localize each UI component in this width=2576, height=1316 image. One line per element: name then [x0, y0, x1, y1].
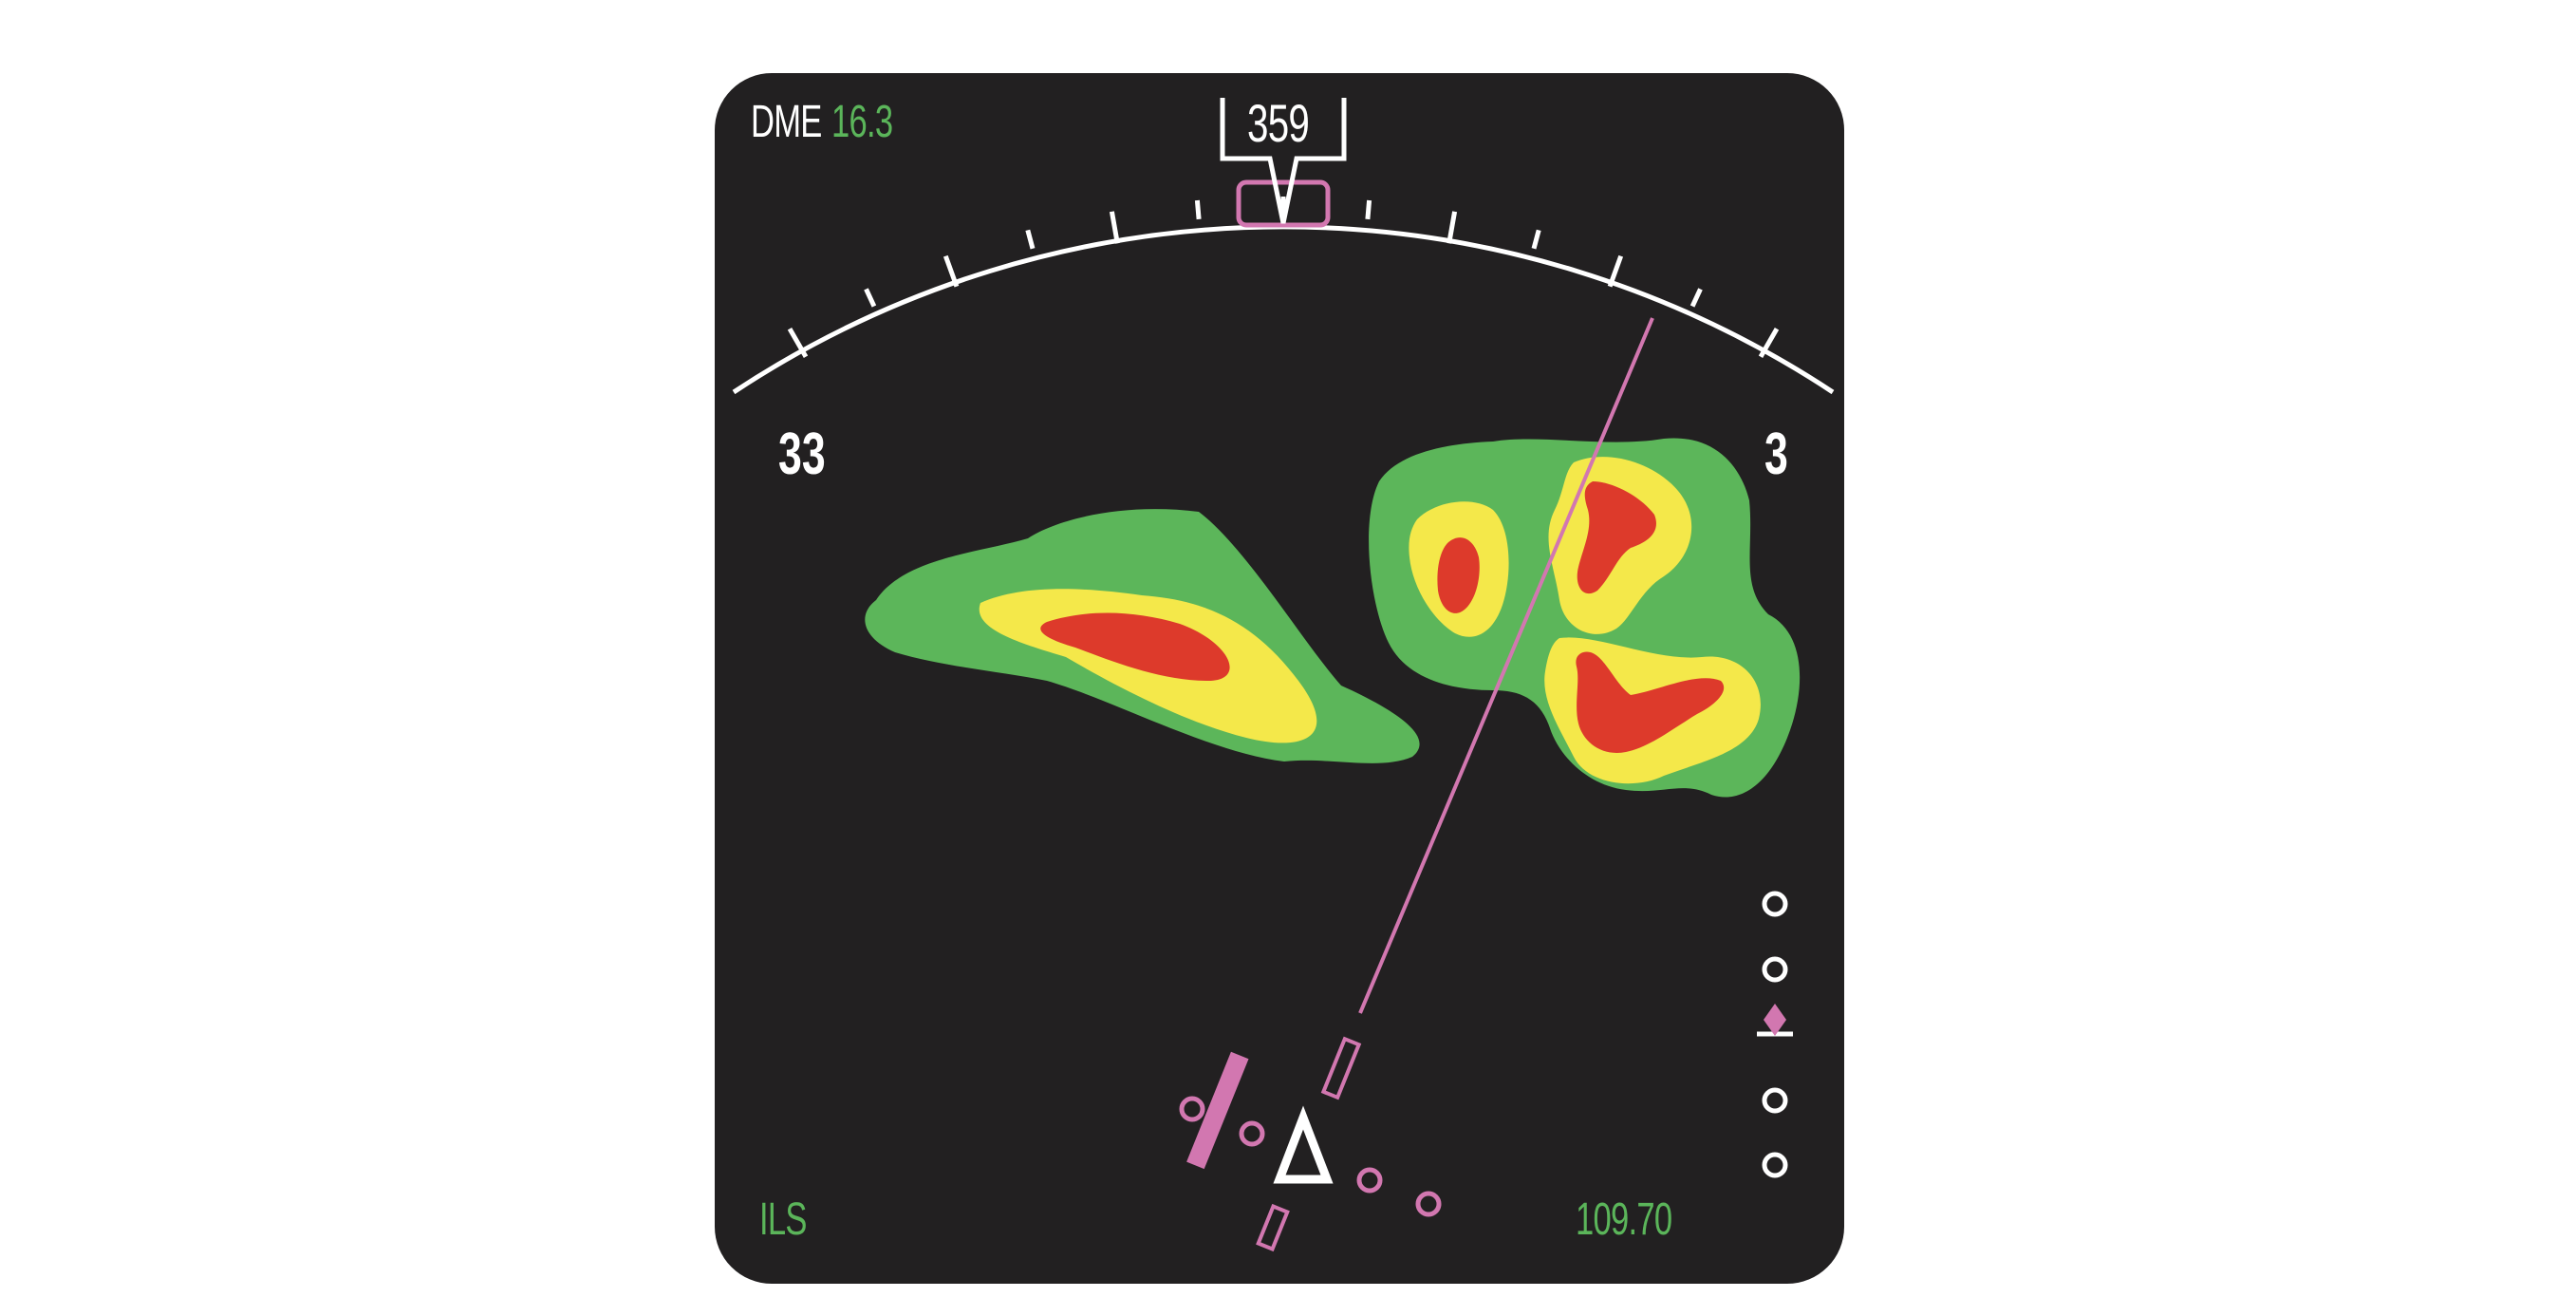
compass-tick — [1365, 199, 1372, 220]
weather-red-left — [1040, 612, 1230, 681]
dme-value: 16.3 — [831, 97, 893, 147]
glideslope-dot-4 — [1762, 1152, 1788, 1178]
compass-tick — [787, 328, 809, 359]
weather-red-right-lower — [1576, 651, 1725, 753]
glideslope-scale — [1757, 891, 1793, 1178]
nav-frequency-label: 109.70 — [1576, 1194, 1672, 1245]
compass-tick — [864, 288, 877, 308]
compass-tick — [1689, 288, 1703, 308]
compass-tick — [943, 254, 960, 288]
lateral-dot-4 — [1415, 1191, 1442, 1217]
compass-tick — [1531, 229, 1541, 250]
nd-graphics — [732, 98, 1835, 1252]
compass-label-3: 3 — [1764, 422, 1788, 487]
selected-heading-bug-icon — [1236, 179, 1331, 228]
navigation-display: DME 16.3 359 33 3 ILS 109.70 — [715, 73, 1844, 1284]
course-line — [1358, 317, 1654, 1014]
glideslope-diamond-icon — [1764, 1004, 1786, 1036]
glideslope-dot-1 — [1762, 891, 1788, 917]
weather-cell-right — [1369, 438, 1801, 798]
course-pointer-icon — [1320, 1036, 1362, 1100]
weather-red-right-upper — [1577, 481, 1656, 594]
compass-tick — [1194, 199, 1202, 220]
lateral-dot-1 — [1179, 1096, 1205, 1122]
weather-cell-left — [865, 509, 1420, 763]
lateral-dot-3 — [1356, 1167, 1383, 1194]
course-tail-icon — [1256, 1203, 1290, 1252]
aircraft-symbol-icon — [1273, 1105, 1334, 1184]
glideslope-dot-2 — [1762, 956, 1788, 983]
lateral-deviation-dots — [1179, 1096, 1442, 1217]
glideslope-dot-3 — [1762, 1087, 1788, 1114]
compass-tick — [1025, 229, 1036, 250]
lateral-dot-2 — [1239, 1120, 1265, 1147]
compass-tick — [1447, 211, 1458, 244]
dme-label: DME — [751, 97, 822, 147]
nav-mode-label: ILS — [759, 1194, 807, 1245]
compass-label-33: 33 — [778, 422, 826, 487]
heading-box-outline — [1220, 98, 1347, 224]
compass-tick — [1607, 254, 1624, 288]
weather-red-right-small — [1437, 537, 1480, 613]
compass-tick — [1109, 211, 1120, 244]
course-deviation-bar — [1186, 1051, 1249, 1170]
heading-readout: 359 — [1247, 93, 1310, 153]
compass-arc — [732, 224, 1835, 395]
compass-tick — [1758, 328, 1780, 359]
